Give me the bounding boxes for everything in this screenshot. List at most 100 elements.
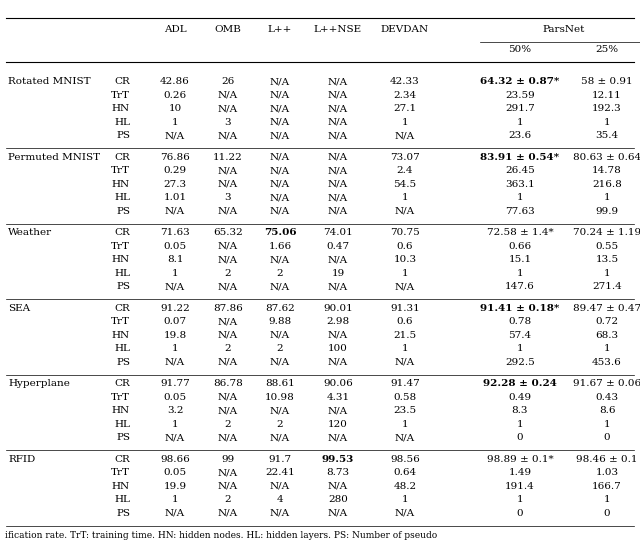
Text: Rotated MNIST: Rotated MNIST bbox=[8, 77, 91, 86]
Text: HN: HN bbox=[112, 330, 130, 340]
Text: 0.49: 0.49 bbox=[508, 393, 532, 402]
Text: 91.47: 91.47 bbox=[390, 379, 420, 388]
Text: 1: 1 bbox=[516, 495, 524, 504]
Text: 0.66: 0.66 bbox=[508, 242, 532, 251]
Text: DEVDAN: DEVDAN bbox=[381, 25, 429, 35]
Text: 8.6: 8.6 bbox=[599, 406, 615, 415]
Text: 1: 1 bbox=[402, 193, 408, 202]
Text: 1: 1 bbox=[402, 117, 408, 127]
Text: 0.05: 0.05 bbox=[163, 393, 187, 402]
Text: HL: HL bbox=[114, 269, 130, 278]
Text: 0.72: 0.72 bbox=[595, 317, 619, 326]
Text: 0.78: 0.78 bbox=[508, 317, 532, 326]
Text: 1: 1 bbox=[516, 117, 524, 127]
Text: HL: HL bbox=[114, 344, 130, 353]
Text: Permuted MNIST: Permuted MNIST bbox=[8, 153, 100, 162]
Text: 42.33: 42.33 bbox=[390, 77, 420, 86]
Text: 64.32 ± 0.87*: 64.32 ± 0.87* bbox=[480, 77, 560, 86]
Text: 0.58: 0.58 bbox=[394, 393, 417, 402]
Text: N/A: N/A bbox=[328, 77, 348, 86]
Text: N/A: N/A bbox=[218, 317, 238, 326]
Text: N/A: N/A bbox=[328, 91, 348, 100]
Text: CR: CR bbox=[115, 379, 130, 388]
Text: 1.49: 1.49 bbox=[508, 468, 532, 477]
Text: N/A: N/A bbox=[270, 282, 290, 292]
Text: N/A: N/A bbox=[395, 282, 415, 292]
Text: 91.22: 91.22 bbox=[160, 304, 190, 313]
Text: 1: 1 bbox=[604, 269, 611, 278]
Text: N/A: N/A bbox=[395, 433, 415, 442]
Text: N/A: N/A bbox=[218, 207, 238, 216]
Text: 88.61: 88.61 bbox=[265, 379, 295, 388]
Text: 2: 2 bbox=[276, 420, 284, 429]
Text: 99.53: 99.53 bbox=[322, 455, 354, 464]
Text: 90.06: 90.06 bbox=[323, 379, 353, 388]
Text: 57.4: 57.4 bbox=[508, 330, 532, 340]
Text: 1: 1 bbox=[172, 344, 179, 353]
Text: 98.46 ± 0.1: 98.46 ± 0.1 bbox=[576, 455, 637, 464]
Text: 83.91 ± 0.54*: 83.91 ± 0.54* bbox=[481, 153, 559, 162]
Text: N/A: N/A bbox=[328, 166, 348, 175]
Text: 4: 4 bbox=[276, 495, 284, 504]
Text: PS: PS bbox=[116, 509, 130, 518]
Text: N/A: N/A bbox=[218, 104, 238, 113]
Text: 3.2: 3.2 bbox=[167, 406, 183, 415]
Text: 2: 2 bbox=[276, 269, 284, 278]
Text: 0: 0 bbox=[604, 509, 611, 518]
Text: 8.73: 8.73 bbox=[326, 468, 349, 477]
Text: N/A: N/A bbox=[328, 180, 348, 189]
Text: CR: CR bbox=[115, 77, 130, 86]
Text: N/A: N/A bbox=[328, 330, 348, 340]
Text: N/A: N/A bbox=[165, 131, 185, 140]
Text: TrT: TrT bbox=[111, 91, 130, 100]
Text: 98.89 ± 0.1*: 98.89 ± 0.1* bbox=[486, 455, 554, 464]
Text: 1: 1 bbox=[516, 420, 524, 429]
Text: N/A: N/A bbox=[218, 509, 238, 518]
Text: 166.7: 166.7 bbox=[592, 482, 622, 491]
Text: 1: 1 bbox=[402, 344, 408, 353]
Text: 21.5: 21.5 bbox=[394, 330, 417, 340]
Text: N/A: N/A bbox=[218, 406, 238, 415]
Text: TrT: TrT bbox=[111, 242, 130, 251]
Text: N/A: N/A bbox=[218, 91, 238, 100]
Text: N/A: N/A bbox=[270, 193, 290, 202]
Text: 10.3: 10.3 bbox=[394, 255, 417, 264]
Text: N/A: N/A bbox=[395, 207, 415, 216]
Text: PS: PS bbox=[116, 131, 130, 140]
Text: N/A: N/A bbox=[328, 358, 348, 367]
Text: 2.98: 2.98 bbox=[326, 317, 349, 326]
Text: N/A: N/A bbox=[165, 207, 185, 216]
Text: TrT: TrT bbox=[111, 317, 130, 326]
Text: 99: 99 bbox=[221, 455, 235, 464]
Text: N/A: N/A bbox=[270, 330, 290, 340]
Text: N/A: N/A bbox=[165, 433, 185, 442]
Text: HN: HN bbox=[112, 104, 130, 113]
Text: N/A: N/A bbox=[218, 482, 238, 491]
Text: 26: 26 bbox=[221, 77, 235, 86]
Text: 99.9: 99.9 bbox=[595, 207, 619, 216]
Text: 98.66: 98.66 bbox=[160, 455, 190, 464]
Text: N/A: N/A bbox=[270, 91, 290, 100]
Text: HN: HN bbox=[112, 255, 130, 264]
Text: 2: 2 bbox=[276, 344, 284, 353]
Text: 35.4: 35.4 bbox=[595, 131, 619, 140]
Text: 27.3: 27.3 bbox=[163, 180, 187, 189]
Text: N/A: N/A bbox=[328, 255, 348, 264]
Text: 291.7: 291.7 bbox=[505, 104, 535, 113]
Text: OMB: OMB bbox=[214, 25, 241, 35]
Text: N/A: N/A bbox=[328, 193, 348, 202]
Text: HL: HL bbox=[114, 420, 130, 429]
Text: ification rate. TrT: training time. HN: hidden nodes. HL: hidden layers. PS: Num: ification rate. TrT: training time. HN: … bbox=[5, 531, 437, 541]
Text: N/A: N/A bbox=[270, 166, 290, 175]
Text: N/A: N/A bbox=[270, 433, 290, 442]
Text: N/A: N/A bbox=[328, 131, 348, 140]
Text: 1: 1 bbox=[516, 269, 524, 278]
Text: 0.26: 0.26 bbox=[163, 91, 187, 100]
Text: N/A: N/A bbox=[218, 282, 238, 292]
Text: 15.1: 15.1 bbox=[508, 255, 532, 264]
Text: N/A: N/A bbox=[270, 104, 290, 113]
Text: N/A: N/A bbox=[328, 117, 348, 127]
Text: N/A: N/A bbox=[165, 282, 185, 292]
Text: 1: 1 bbox=[604, 344, 611, 353]
Text: HN: HN bbox=[112, 482, 130, 491]
